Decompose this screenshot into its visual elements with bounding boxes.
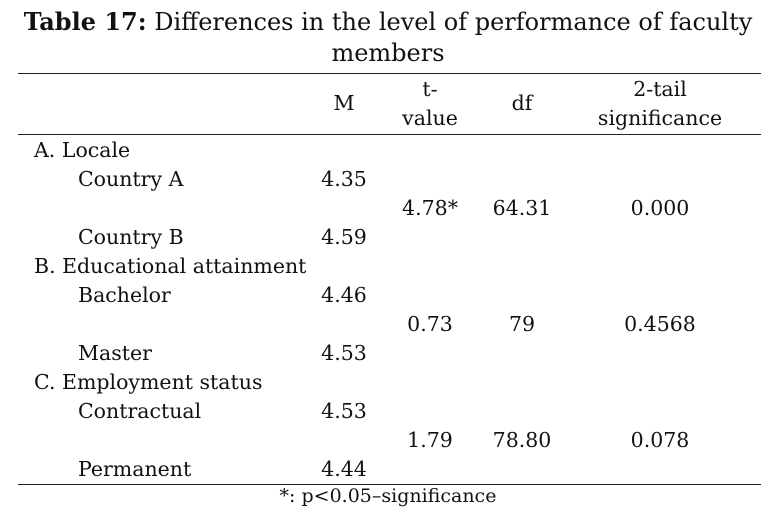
t-value: 4.78* xyxy=(402,196,458,220)
header-2-tail-line1: 2-tail xyxy=(633,77,687,101)
mean-value: 4.53 xyxy=(321,341,367,365)
bottom-rule xyxy=(18,484,761,485)
significance-value: 0.078 xyxy=(630,428,690,452)
mean-value: 4.53 xyxy=(321,399,367,423)
df-value: 79 xyxy=(508,312,536,336)
header-t-value-line1: t- xyxy=(422,77,438,101)
row-label: Country B xyxy=(78,225,184,249)
header-m: M xyxy=(333,91,355,115)
df-value: 64.31 xyxy=(492,196,552,220)
mean-value: 4.59 xyxy=(321,225,367,249)
group-label: C. Employment status xyxy=(34,370,263,394)
header-df: df xyxy=(511,91,533,115)
group-label: B. Educational attainment xyxy=(34,254,307,278)
table-number: Table 17: xyxy=(23,7,147,36)
group-label: A. Locale xyxy=(34,138,131,162)
mean-value: 4.46 xyxy=(321,283,367,307)
table-caption: Differences in the level of performance … xyxy=(146,8,753,67)
row-label: Contractual xyxy=(78,399,202,423)
mean-value: 4.44 xyxy=(321,457,367,481)
significance-value: 0.000 xyxy=(630,196,690,220)
df-value: 78.80 xyxy=(492,428,552,452)
t-value: 0.73 xyxy=(407,312,453,336)
header-2-tail-line2: significance xyxy=(597,106,723,130)
t-value: 1.79 xyxy=(407,428,453,452)
row-label: Permanent xyxy=(78,457,192,481)
table-title: Table 17: Differences in the level of pe… xyxy=(0,6,776,69)
header-t-value-line2: value xyxy=(402,106,458,130)
header-rule xyxy=(18,134,761,135)
row-label: Country A xyxy=(78,167,184,191)
table-footnote: *: p<0.05–significance xyxy=(279,485,497,507)
row-label: Bachelor xyxy=(78,283,171,307)
row-label: Master xyxy=(78,341,152,365)
mean-value: 4.35 xyxy=(321,167,367,191)
significance-value: 0.4568 xyxy=(624,312,696,336)
top-rule xyxy=(18,73,761,74)
